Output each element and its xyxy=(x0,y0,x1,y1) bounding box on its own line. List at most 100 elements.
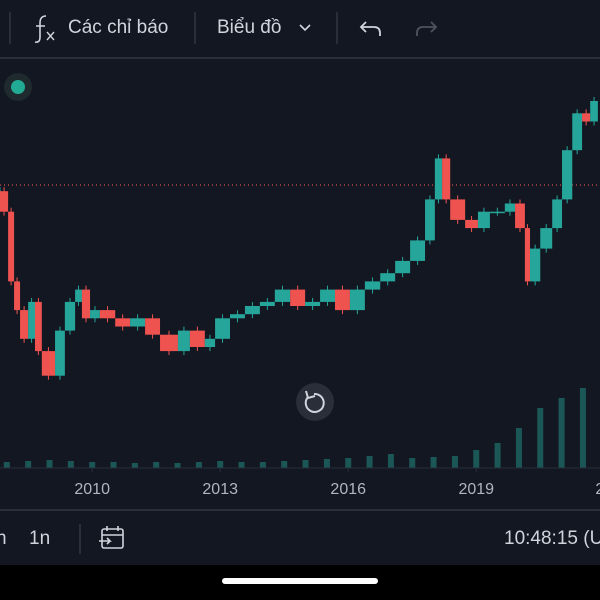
candle xyxy=(552,199,563,229)
indicators-label: Các chỉ báo xyxy=(68,17,168,38)
candle xyxy=(14,281,21,311)
candle xyxy=(259,301,275,306)
candle xyxy=(115,318,131,327)
candle xyxy=(274,289,291,302)
reset-icon-arrow xyxy=(305,390,316,400)
volume-bar xyxy=(67,461,74,468)
volume-bar xyxy=(25,461,32,468)
volume-bar xyxy=(387,454,394,468)
volume-bar xyxy=(494,443,501,468)
interval-button[interactable]: n xyxy=(0,528,7,549)
toolbar: Các chỉ báo Biểu đồ xyxy=(9,12,438,44)
candle xyxy=(425,199,435,241)
candle xyxy=(90,310,100,319)
candle xyxy=(434,158,443,200)
candle xyxy=(349,289,365,311)
bottom-bar: n 1n 10:48:15 (U xyxy=(0,524,600,554)
fx-icon-x xyxy=(46,31,55,41)
volume-bar xyxy=(515,428,522,468)
undo-button[interactable] xyxy=(359,21,381,36)
volume-bar xyxy=(558,398,565,468)
x-tick-label: 2010 xyxy=(74,481,110,498)
go-to-date-button[interactable] xyxy=(99,526,124,549)
candle xyxy=(540,228,553,249)
reset-icon xyxy=(304,392,325,413)
candle xyxy=(28,301,35,339)
candle xyxy=(160,334,178,352)
chart-menu-button[interactable]: Biểu đồ xyxy=(217,17,311,38)
candle xyxy=(189,330,205,347)
x-tick-label: 20 xyxy=(595,481,600,498)
reset-circle xyxy=(296,383,334,421)
chart-menu-label: Biểu đồ xyxy=(217,17,281,38)
volume-bar xyxy=(302,460,309,468)
candle xyxy=(530,248,541,282)
candle xyxy=(20,310,29,339)
candle xyxy=(364,281,381,290)
candle xyxy=(177,330,190,352)
candle xyxy=(130,318,146,327)
x-tick-label: 2016 xyxy=(330,481,366,498)
interval-button[interactable]: 1n xyxy=(29,528,50,549)
candle xyxy=(320,289,335,302)
volume-bar xyxy=(238,462,245,468)
volume-bar xyxy=(323,459,330,468)
candle xyxy=(204,338,216,347)
volume-bar xyxy=(217,461,224,468)
calendar-icon xyxy=(101,528,124,549)
candle xyxy=(81,289,91,319)
volume-bar xyxy=(430,457,437,468)
volume-bar xyxy=(473,450,480,468)
volume-bar xyxy=(579,388,586,468)
candle xyxy=(41,351,56,376)
volume-bar xyxy=(89,462,96,468)
candle xyxy=(442,158,451,200)
candle xyxy=(489,211,505,214)
volume-bar xyxy=(46,460,53,468)
candle xyxy=(64,301,76,331)
candle xyxy=(465,219,478,229)
volume-bar xyxy=(174,463,181,468)
x-tick-label: 2013 xyxy=(202,481,238,498)
candle xyxy=(230,314,245,319)
candle xyxy=(410,240,426,261)
chevron-down xyxy=(299,24,311,32)
candle xyxy=(524,228,531,282)
candle xyxy=(590,101,598,122)
volume-bar xyxy=(537,408,544,468)
volume-bar xyxy=(281,461,288,468)
candle xyxy=(477,211,490,229)
candle xyxy=(582,113,591,122)
volume-bar xyxy=(3,462,10,468)
volume-bar xyxy=(409,458,416,468)
candle xyxy=(515,203,525,229)
candle xyxy=(55,330,65,376)
candle xyxy=(334,289,350,311)
candle xyxy=(305,301,321,306)
candle xyxy=(75,289,82,302)
volume-bar xyxy=(451,456,458,468)
candle xyxy=(244,306,260,315)
candle xyxy=(8,211,15,282)
redo-button[interactable] xyxy=(416,21,438,36)
calendar-icon-lines xyxy=(99,526,123,545)
volume-bar xyxy=(259,462,266,468)
candle xyxy=(380,273,396,282)
volume-bar xyxy=(153,462,160,468)
x-tick-label: 2019 xyxy=(458,481,494,498)
candle xyxy=(215,318,231,339)
clock: 10:48:15 (U xyxy=(504,528,600,549)
candle xyxy=(450,199,466,220)
reset-chart-button[interactable] xyxy=(296,383,334,421)
volume-bar xyxy=(131,463,138,468)
volume-bar xyxy=(195,462,202,468)
chart-area xyxy=(0,73,600,468)
indicators-button[interactable]: Các chỉ báo xyxy=(34,15,168,43)
volume-bar xyxy=(366,456,373,468)
home-indicator xyxy=(222,578,378,584)
status-dot xyxy=(11,80,25,94)
candle xyxy=(562,150,573,200)
